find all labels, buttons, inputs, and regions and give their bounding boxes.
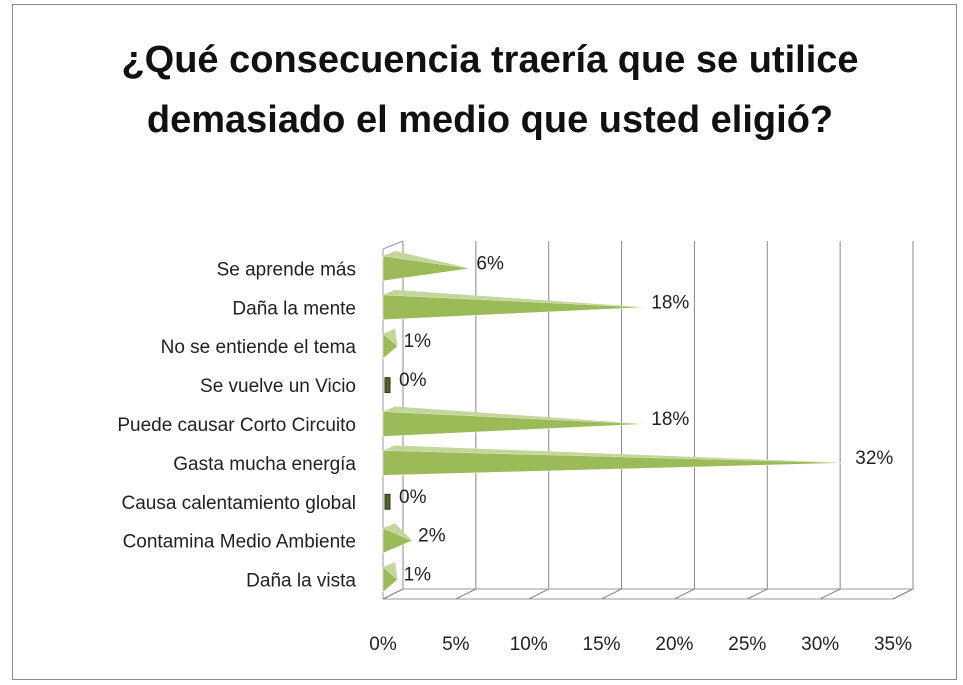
grid-line	[382, 588, 404, 600]
chart-title: ¿Qué consecuencia traería que se utilice…	[121, 39, 859, 141]
y-tick-label: Daña la mente	[232, 298, 356, 319]
x-tick-label: 15%	[583, 634, 621, 655]
grid-line	[819, 588, 841, 600]
grid-line	[455, 588, 477, 600]
bar	[382, 333, 398, 360]
y-tick-label: Daña la vista	[246, 571, 356, 592]
y-tick-label: Se aprende más	[217, 259, 356, 280]
value-label: 6%	[476, 253, 504, 274]
y-tick-label: Gasta mucha energía	[173, 454, 356, 475]
bar	[382, 566, 398, 593]
value-label: 1%	[404, 565, 432, 586]
bar	[382, 411, 646, 437]
value-label: 18%	[651, 292, 689, 313]
value-label: 32%	[855, 448, 893, 469]
bar-top	[383, 445, 850, 463]
bar	[382, 294, 646, 321]
grid-line	[601, 588, 622, 600]
x-tick-label: 35%	[874, 634, 912, 655]
x-tick-label: 10%	[510, 634, 548, 655]
grid-line	[747, 588, 768, 600]
chart-frame	[12, 4, 957, 680]
x-tick-label: 0%	[369, 634, 397, 655]
value-label: 0%	[399, 487, 427, 508]
x-tick-label: 25%	[728, 634, 766, 655]
value-label: 2%	[418, 526, 446, 547]
y-tick-label: Se vuelve un Vicio	[200, 376, 356, 397]
bar-top	[383, 562, 398, 580]
x-tick-label: 30%	[801, 634, 839, 655]
bar-top	[383, 251, 471, 269]
bar-top	[383, 406, 646, 424]
bar	[384, 377, 391, 394]
value-label: 18%	[651, 409, 689, 430]
x-tick-label: 20%	[655, 634, 693, 655]
value-label: 0%	[399, 370, 427, 391]
y-tick-label: Puede causar Corto Circuito	[117, 415, 356, 436]
y-tick-label: No se entiende el tema	[161, 337, 357, 358]
y-tick-label: Contamina Medio Ambiente	[123, 532, 356, 553]
bar	[382, 450, 850, 476]
value-label: 1%	[404, 331, 432, 352]
floor	[382, 588, 914, 600]
bar-top	[383, 328, 398, 347]
axis-line	[382, 240, 404, 250]
grid-line	[892, 588, 914, 600]
grid-line	[528, 588, 549, 600]
grid-line	[674, 588, 695, 600]
bar	[384, 493, 391, 510]
bar	[382, 527, 413, 554]
x-tick-label: 5%	[442, 634, 470, 655]
bar-top	[383, 289, 646, 308]
y-tick-label: Causa calentamiento global	[122, 493, 357, 514]
bar-top	[383, 523, 413, 541]
